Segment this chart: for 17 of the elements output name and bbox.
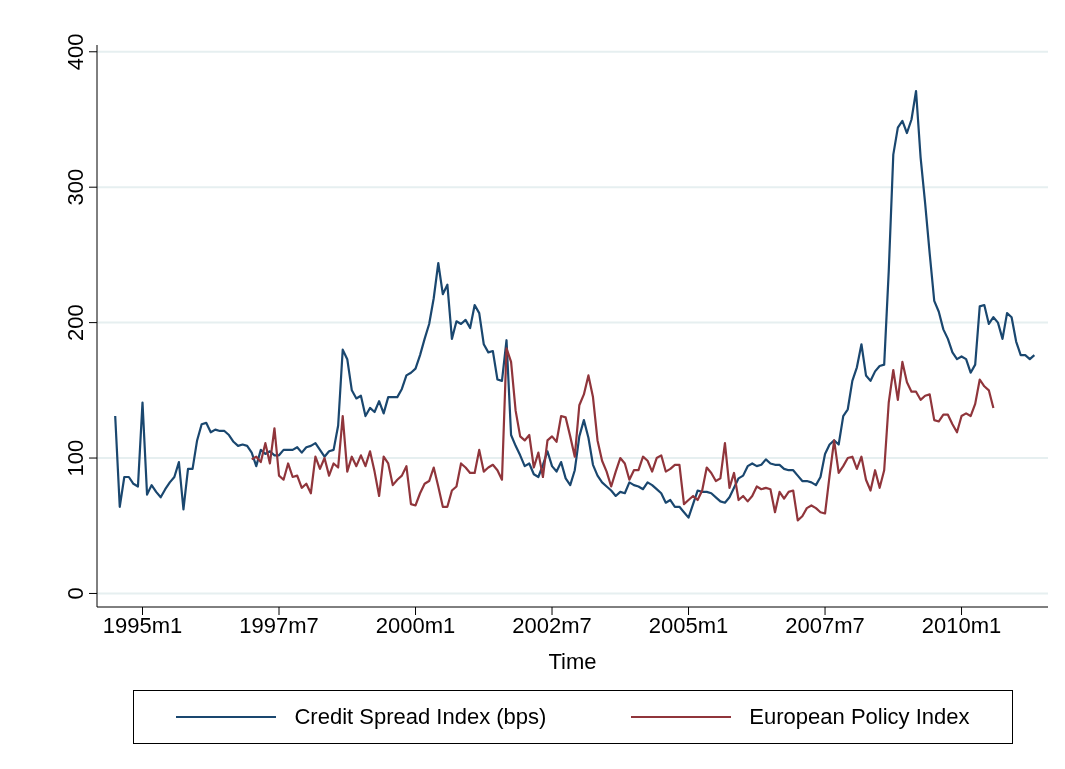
x-tick-label: 2005m1 bbox=[648, 612, 729, 638]
x-tick-label: 2002m7 bbox=[512, 612, 592, 638]
x-tick-label: 1997m7 bbox=[239, 612, 319, 638]
legend-label: European Policy Index bbox=[749, 704, 970, 730]
x-tick-label: 2007m7 bbox=[785, 612, 865, 638]
x-tick-label: 2000m1 bbox=[375, 612, 456, 638]
legend-label: Credit Spread Index (bps) bbox=[294, 704, 547, 730]
x-tick-label: 2010m1 bbox=[921, 612, 1002, 638]
x-tick-label: 1995m1 bbox=[102, 612, 183, 638]
line-series bbox=[114, 89, 1036, 519]
y-tick-label: 100 bbox=[63, 439, 88, 477]
line-series bbox=[250, 347, 995, 522]
y-tick-label: 400 bbox=[63, 33, 88, 71]
y-tick-label: 200 bbox=[63, 304, 88, 341]
x-axis-title: Time bbox=[548, 649, 597, 674]
y-tick-label: 300 bbox=[63, 168, 88, 206]
y-tick-label: 0 bbox=[63, 587, 88, 600]
